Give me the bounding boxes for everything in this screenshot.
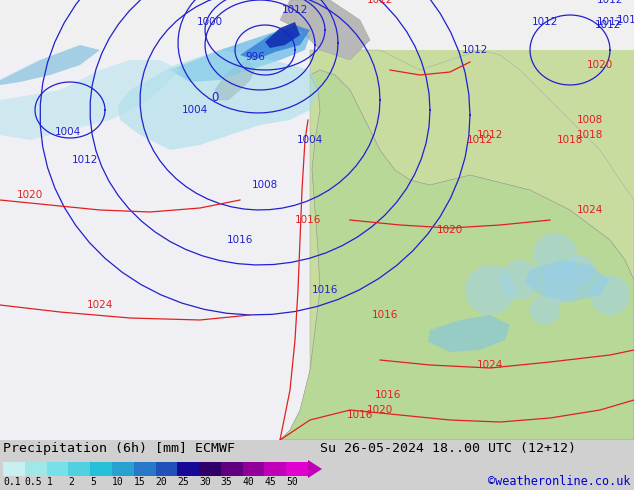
Text: 1016: 1016	[375, 390, 401, 400]
Text: 1020: 1020	[437, 225, 463, 235]
Bar	[286, 462, 308, 476]
Text: 35: 35	[221, 477, 233, 487]
Text: 1012: 1012	[367, 0, 393, 5]
Text: 1016: 1016	[295, 215, 321, 225]
Text: Precipitation (6h) [mm] ECMWF: Precipitation (6h) [mm] ECMWF	[3, 442, 235, 455]
Polygon shape	[118, 50, 320, 150]
Bar	[68, 462, 90, 476]
Text: 40: 40	[243, 477, 254, 487]
Polygon shape	[280, 0, 370, 60]
Polygon shape	[265, 22, 300, 48]
Text: 1016: 1016	[312, 285, 338, 295]
Text: 996: 996	[245, 52, 265, 62]
Bar	[221, 462, 243, 476]
Text: 1008: 1008	[577, 115, 603, 125]
Text: 45: 45	[264, 477, 276, 487]
Text: 1012: 1012	[597, 17, 623, 27]
Polygon shape	[0, 60, 180, 140]
Text: 5: 5	[90, 477, 96, 487]
Text: 1004: 1004	[297, 135, 323, 145]
Text: 1024: 1024	[577, 205, 603, 215]
Text: 1012: 1012	[532, 17, 558, 27]
Bar	[46, 462, 68, 476]
Bar	[134, 462, 155, 476]
Text: 25: 25	[178, 477, 189, 487]
Bar	[155, 462, 178, 476]
Text: 1020: 1020	[587, 60, 613, 70]
Text: 30: 30	[199, 477, 211, 487]
Bar	[0, 0, 634, 440]
Text: 1012: 1012	[477, 130, 503, 140]
Circle shape	[590, 275, 630, 315]
Text: 1012: 1012	[462, 45, 488, 55]
Text: 1004: 1004	[182, 105, 208, 115]
Circle shape	[530, 295, 560, 325]
Polygon shape	[240, 25, 310, 60]
Text: 10: 10	[112, 477, 124, 487]
Bar	[264, 462, 286, 476]
Text: 15: 15	[134, 477, 145, 487]
Text: 1: 1	[46, 477, 53, 487]
Text: 1008: 1008	[252, 180, 278, 190]
Text: 1004: 1004	[55, 127, 81, 137]
Bar	[0, 440, 634, 490]
Text: ©weatheronline.co.uk: ©weatheronline.co.uk	[489, 475, 631, 488]
Text: 0.1: 0.1	[3, 477, 21, 487]
Text: 1020: 1020	[17, 190, 43, 200]
Text: 1016: 1016	[347, 410, 373, 420]
Text: 1018: 1018	[557, 135, 583, 145]
Polygon shape	[428, 315, 510, 352]
Circle shape	[565, 255, 595, 285]
Text: 50: 50	[286, 477, 298, 487]
Polygon shape	[280, 70, 634, 440]
Text: 1024: 1024	[87, 300, 113, 310]
Text: 1000: 1000	[197, 17, 223, 27]
Text: Su 26-05-2024 18..00 UTC (12+12): Su 26-05-2024 18..00 UTC (12+12)	[320, 442, 576, 455]
Text: 1020: 1020	[367, 405, 393, 415]
Text: 2: 2	[68, 477, 74, 487]
FancyBboxPatch shape	[0, 50, 320, 440]
Bar	[25, 462, 46, 476]
Text: 1012: 1012	[617, 15, 634, 25]
Text: 1012: 1012	[597, 0, 623, 5]
Circle shape	[465, 265, 515, 315]
Polygon shape	[310, 50, 634, 440]
Text: 1016: 1016	[372, 310, 398, 320]
Text: 20: 20	[155, 477, 167, 487]
Text: 1012: 1012	[72, 155, 98, 165]
FancyBboxPatch shape	[310, 50, 634, 440]
Circle shape	[533, 233, 577, 277]
Text: 1024: 1024	[477, 360, 503, 370]
Bar	[199, 462, 221, 476]
Circle shape	[542, 267, 578, 303]
Polygon shape	[308, 460, 322, 478]
Bar	[90, 462, 112, 476]
Text: 1012: 1012	[467, 135, 493, 145]
Circle shape	[500, 260, 540, 300]
Polygon shape	[170, 30, 310, 82]
Polygon shape	[525, 260, 610, 302]
Polygon shape	[215, 60, 255, 100]
Text: 0: 0	[211, 92, 219, 104]
Bar	[112, 462, 134, 476]
Polygon shape	[0, 45, 100, 85]
Bar	[243, 462, 264, 476]
Text: 1016: 1016	[227, 235, 253, 245]
Bar	[3, 462, 25, 476]
Text: 1012: 1012	[595, 20, 621, 30]
Text: 0.5: 0.5	[25, 477, 42, 487]
Text: 1018: 1018	[577, 130, 603, 140]
Text: 1012: 1012	[281, 5, 308, 15]
Bar	[178, 462, 199, 476]
